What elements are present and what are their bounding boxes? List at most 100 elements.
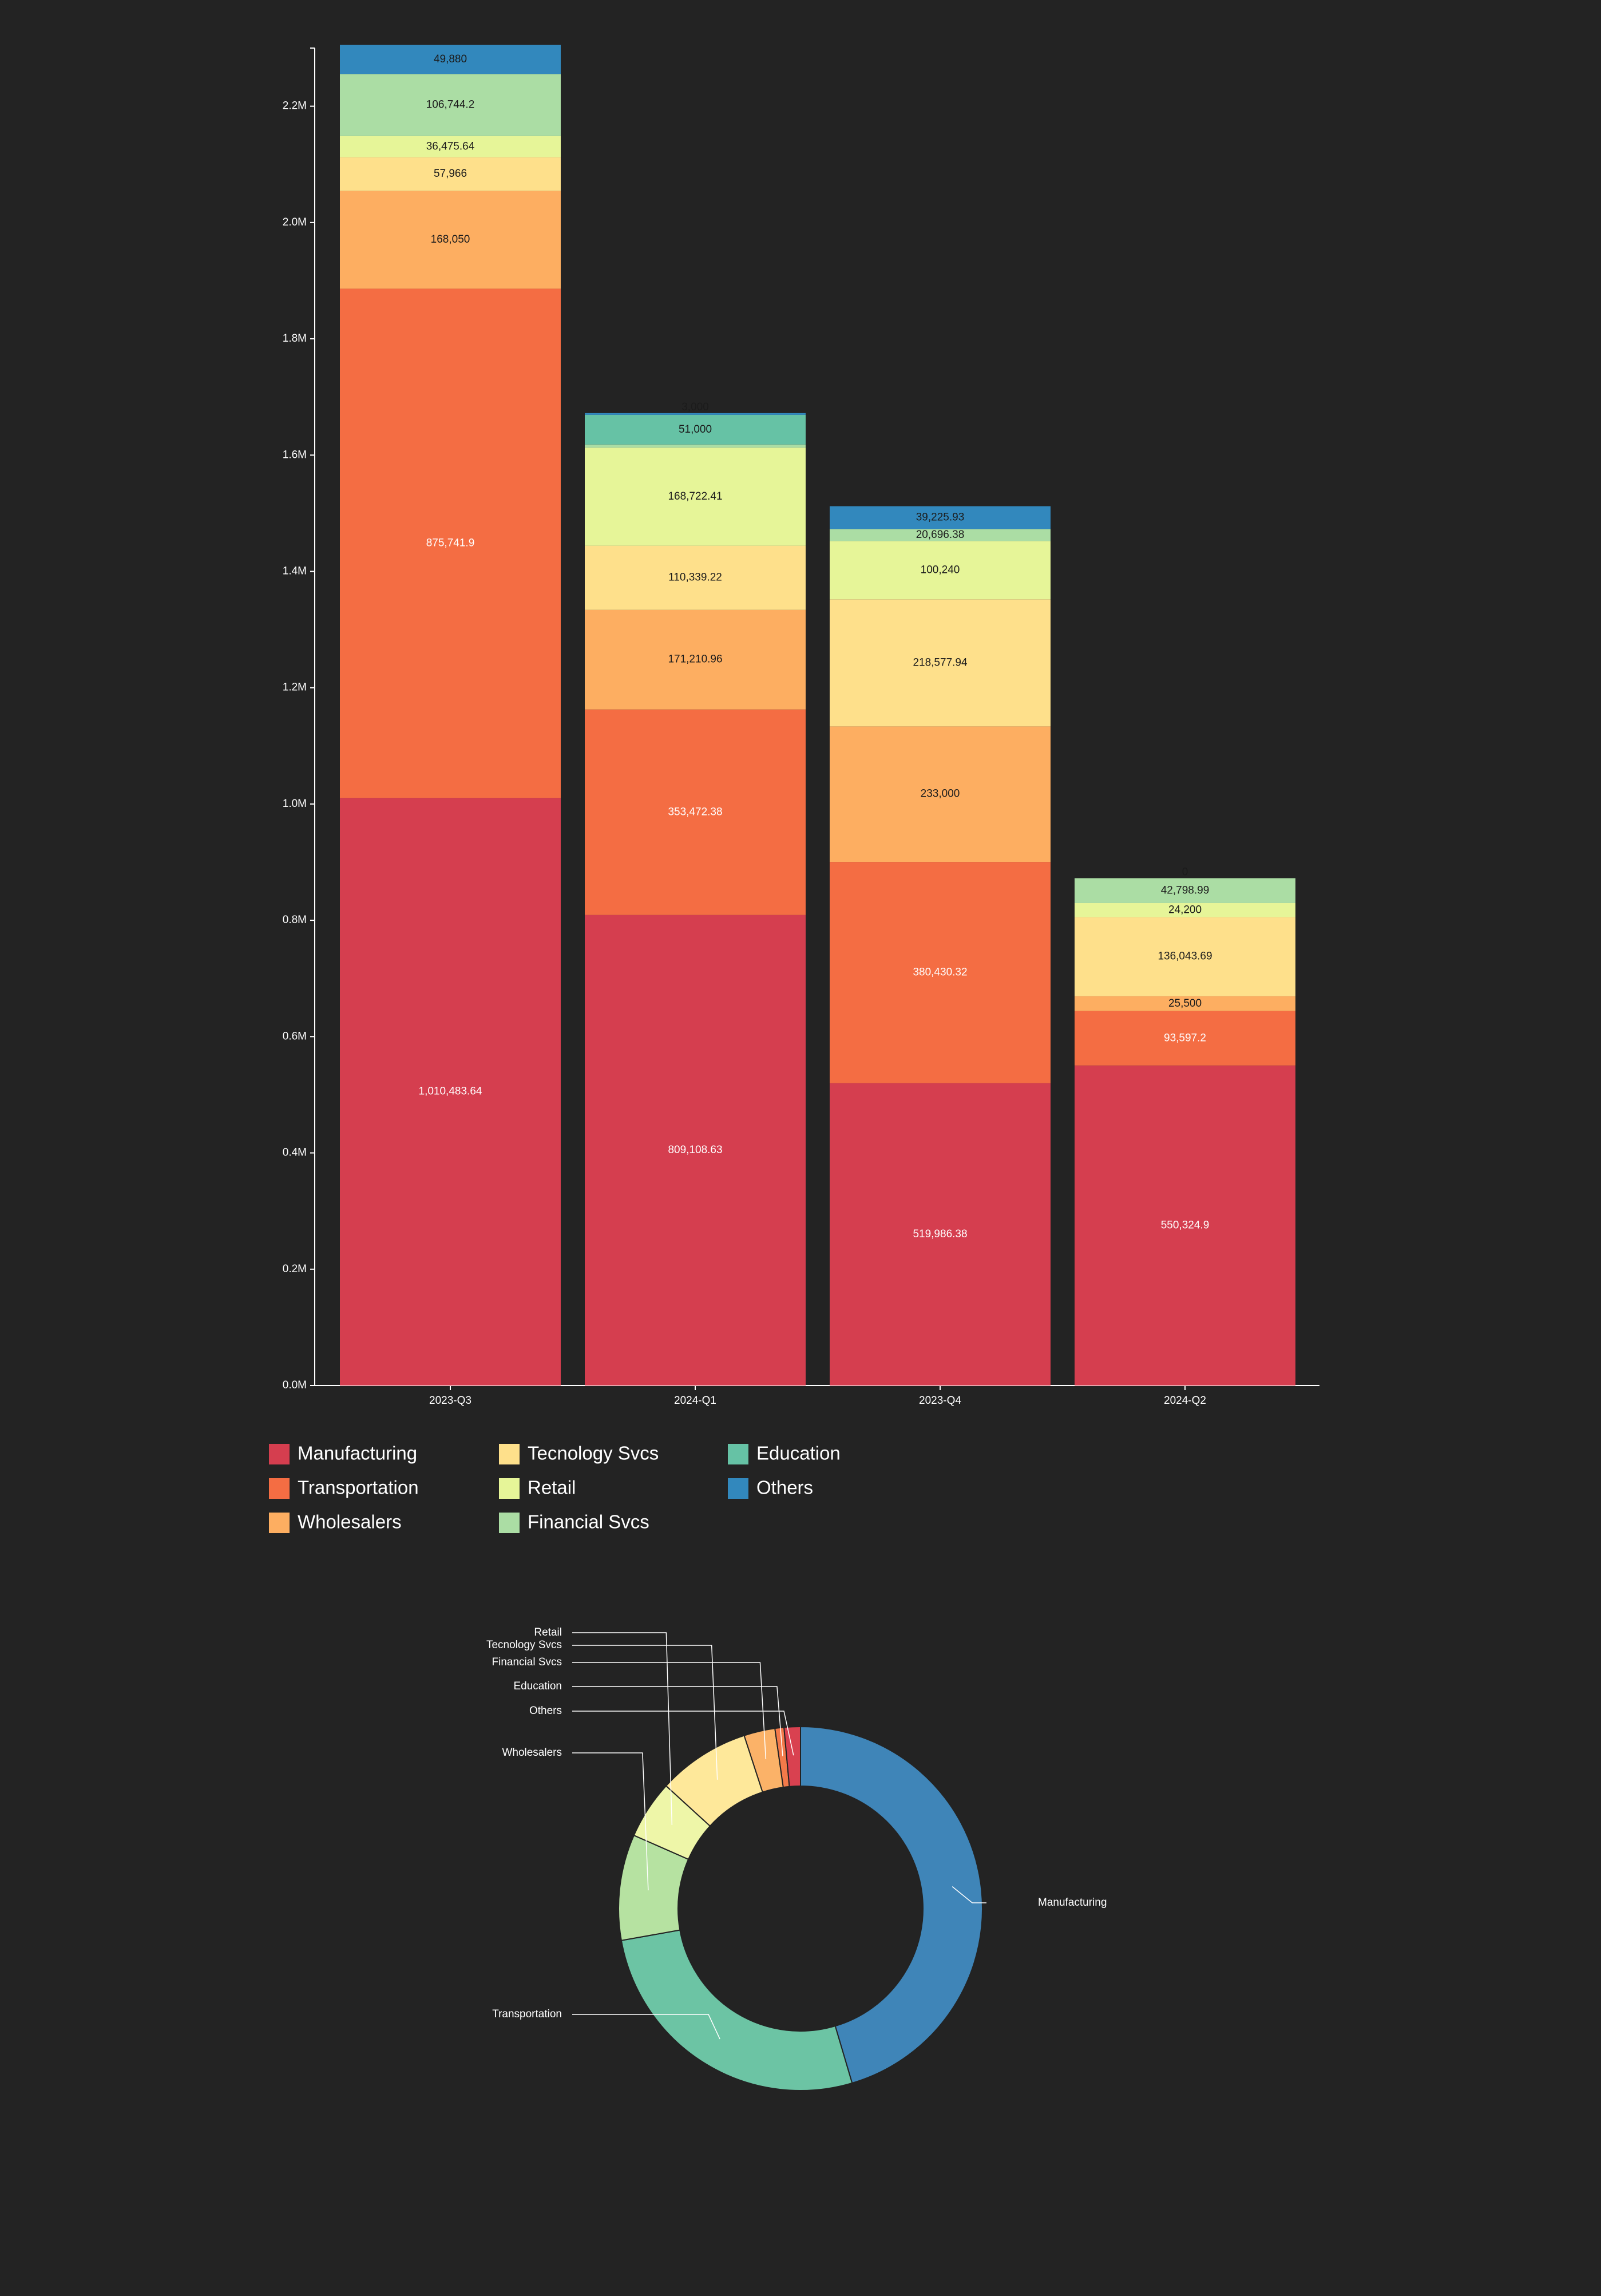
data-label: 809,108.63: [668, 1144, 722, 1156]
legend-label: Education: [756, 1443, 841, 1464]
x-tick-label: 2023-Q3: [429, 1395, 471, 1407]
data-label: 24,200: [1168, 904, 1202, 916]
legend-item-others: Others: [728, 1477, 813, 1499]
y-tick-label: 1.0M: [283, 798, 307, 810]
data-label: 218,577.94: [913, 656, 968, 668]
bar-segment-manufacturing: [340, 798, 561, 1385]
legend-swatch: [499, 1478, 520, 1499]
data-label: 353,472.38: [668, 806, 722, 818]
stacked-bar-chart: 0.0M 0.2M 0.4M 0.6M 0.8M 1.0M 1.2M 1.4M 1.6M 1.8M…: [283, 45, 1319, 1407]
slice-label-transportation: Transportation: [492, 2008, 562, 2020]
bar-segment-others: [340, 45, 561, 74]
y-tick-label: 1.8M: [283, 332, 307, 345]
legend-item-education: Education: [728, 1443, 841, 1464]
donut-slice-manufacturing: [800, 1725, 983, 2084]
data-label: 136,043.69: [1158, 951, 1212, 963]
leader-line: [572, 1632, 673, 1825]
bar-segment-manufacturing: [830, 1083, 1051, 1385]
data-label: 57,966: [434, 168, 467, 180]
bar-segment-others: [585, 413, 806, 415]
bar-segment-transportation: [1075, 1011, 1295, 1066]
y-tick-label: 1.4M: [283, 565, 307, 577]
y-tick-label: 2.2M: [283, 100, 307, 112]
bar-segment-retail: [585, 448, 806, 546]
data-label: 106,744.2: [426, 99, 475, 111]
legend-swatch: [269, 1513, 290, 1533]
bar-segment-financial-svcs: [585, 444, 806, 448]
legend-swatch: [499, 1444, 520, 1464]
data-label: 168,050: [431, 233, 470, 246]
bar-segment-financial-svcs: [830, 529, 1051, 541]
data-label: 36,475.64: [426, 140, 475, 152]
slice-label-wholesalers: Wholesalers: [502, 1747, 562, 1759]
legend-swatch: [728, 1478, 748, 1499]
leader-line: [952, 1886, 986, 1903]
bar-segment-tecnology-svcs: [585, 545, 806, 610]
bar-segment-retail: [1075, 902, 1295, 917]
leader-line: [572, 1686, 783, 1756]
legend-item-tecnology-svcs: Tecnology Svcs: [499, 1443, 659, 1464]
bar-segment-manufacturing: [585, 915, 806, 1385]
bar-segment-wholesalers: [340, 191, 561, 289]
leader-line: [572, 1662, 767, 1759]
legend-item-financial-svcs: Financial Svcs: [499, 1511, 649, 1533]
data-label: 42,798.99: [1161, 884, 1210, 896]
legend-label: Transportation: [298, 1477, 419, 1498]
legend-item-retail: Retail: [499, 1477, 576, 1499]
legend-label: Financial Svcs: [528, 1511, 649, 1533]
y-tick-label: 2.0M: [283, 216, 307, 228]
leader-line: [572, 1711, 794, 1756]
legend-label: Manufacturing: [298, 1443, 417, 1464]
slice-label-financial-svcs: Financial Svcs: [492, 1656, 562, 1668]
bar-segment-financial-svcs: [340, 74, 561, 136]
x-tick-label: 2024-Q2: [1164, 1395, 1206, 1407]
data-label: 100,240: [921, 564, 960, 576]
leader-line: [572, 1645, 718, 1780]
x-tick-label: 2024-Q1: [674, 1395, 716, 1407]
data-label: 875,741.9: [426, 537, 475, 549]
slice-label-education: Education: [513, 1680, 562, 1692]
legend-label: Others: [756, 1477, 813, 1498]
data-label: 233,000: [921, 788, 960, 800]
legend-item-manufacturing: Manufacturing: [269, 1443, 417, 1464]
legend-swatch: [499, 1513, 520, 1533]
bar-segment-financial-svcs: [1075, 878, 1295, 903]
y-tick-label: 0.2M: [283, 1263, 307, 1275]
data-label: 1,010,483.64: [419, 1086, 482, 1098]
bar-segment-education: [585, 414, 806, 445]
bar-segment-retail: [830, 541, 1051, 600]
x-tick-label: 2023-Q4: [919, 1395, 961, 1407]
y-tick-label: 0.8M: [283, 914, 307, 926]
legend-swatch: [269, 1478, 290, 1499]
leader-line: [572, 2014, 720, 2040]
data-label: 3,000: [681, 401, 709, 413]
legend-label: Retail: [528, 1477, 576, 1498]
slice-label-tecnology-svcs: Tecnology Svcs: [486, 1639, 562, 1651]
slice-label-manufacturing: Manufacturing: [1038, 1897, 1107, 1909]
legend-label: Tecnology Svcs: [528, 1443, 659, 1464]
legend-swatch: [728, 1444, 748, 1464]
data-label: 519,986.38: [913, 1228, 967, 1240]
data-label: 110,339.22: [668, 572, 722, 584]
y-tick-label: 0.0M: [283, 1379, 307, 1391]
data-label: 20,696.38: [916, 529, 965, 541]
legend-item-transportation: Transportation: [269, 1477, 419, 1499]
y-tick-label: 0.6M: [283, 1030, 307, 1042]
data-label: 380,430.32: [913, 966, 967, 978]
legend-swatch: [269, 1444, 290, 1464]
bar-segment-transportation: [830, 862, 1051, 1083]
slice-label-retail: Retail: [534, 1626, 562, 1638]
data-label: 0: [1182, 866, 1188, 878]
y-tick-label: 1.6M: [283, 449, 307, 461]
legend: Manufacturing Tecnology Svcs Education Tran…: [269, 1443, 841, 1533]
bar-segment-wholesalers: [1075, 996, 1295, 1011]
donut-chart: Manufacturing Transportation Wholesalers Re…: [486, 1626, 1107, 2091]
bar-segment-retail: [340, 136, 561, 157]
slice-label-others: Others: [529, 1705, 562, 1717]
data-label: 550,324.9: [1161, 1219, 1210, 1231]
bar-segment-manufacturing: [1075, 1065, 1295, 1385]
y-tick-label: 1.2M: [283, 682, 307, 694]
bar-segment-wholesalers: [585, 609, 806, 710]
